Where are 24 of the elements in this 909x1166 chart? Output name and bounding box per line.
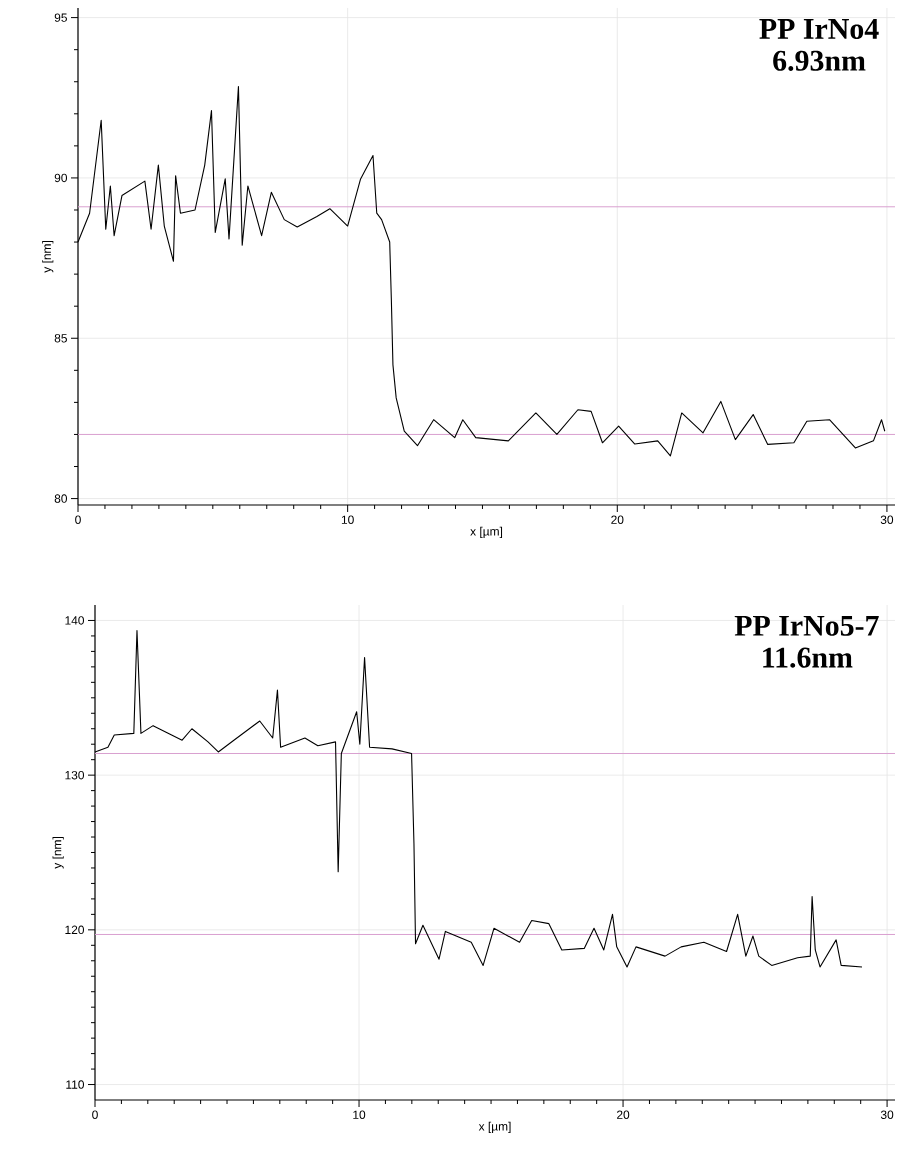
y-tick-label: 130 [65,770,85,780]
y-tick-label: 80 [54,494,68,503]
x-tick-label: 20 [617,1110,630,1119]
text: 11.6nm [763,647,853,668]
x-axis-title: x [µm] [470,526,503,538]
y-tick-label: 90 [54,173,68,183]
x-tick-label: 30 [880,1110,894,1119]
x-tick-label: 20 [611,515,624,524]
y-tick-label: 140 [65,616,85,625]
x-tick-label: 10 [353,1110,366,1119]
y-tick-label: 95 [54,13,67,22]
y-axis-title: y [nm] [52,837,64,869]
y-tick-label: 110 [66,1080,85,1089]
text: 6.93nm [773,50,866,71]
y-tick-label: 120 [65,925,85,935]
x-tick-label: 30 [880,515,894,524]
chart-title: PP IrNo5-7 [734,615,879,636]
chart-title: PP IrNo4 [759,18,879,39]
x-axis-title: x [µm] [478,1121,511,1133]
x-tick-label: 0 [92,1110,98,1119]
y-axis-title: y [nm] [42,241,54,273]
y-tick-label: 85 [54,334,67,343]
x-tick-label: 0 [75,515,81,524]
x-tick-label: 10 [341,515,354,524]
